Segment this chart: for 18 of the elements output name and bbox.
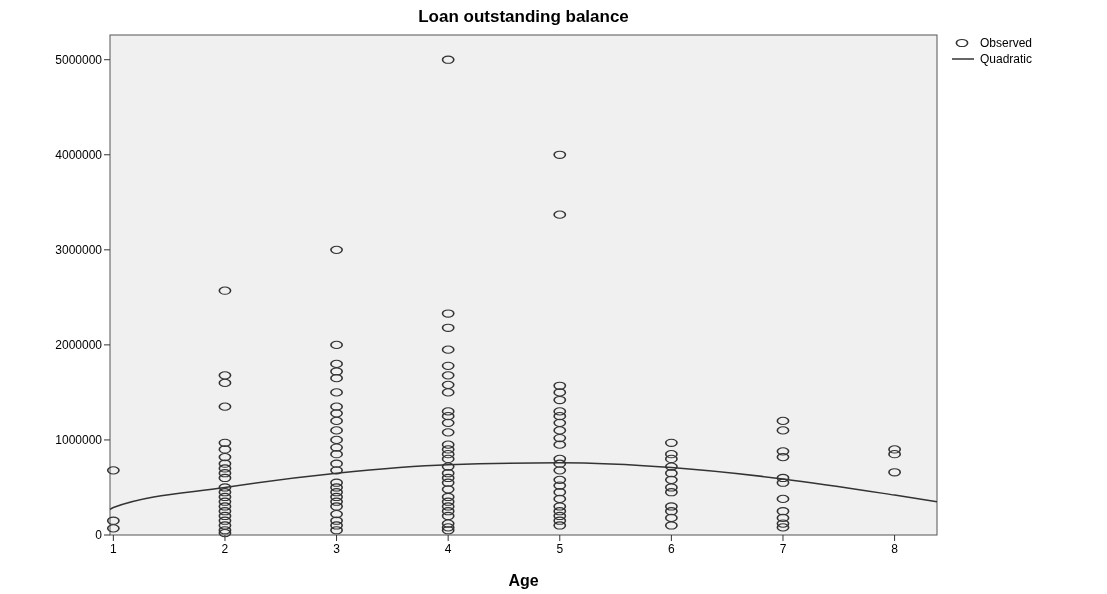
- y-tick-label: 3000000: [55, 243, 103, 258]
- x-tick-label: 6: [668, 542, 676, 556]
- x-axis-title: Age: [508, 572, 539, 589]
- y-tick-label: 2000000: [55, 338, 103, 353]
- x-tick-label: 4: [444, 542, 452, 556]
- legend-label: Observed: [980, 36, 1033, 51]
- x-tick-label: 2: [221, 542, 229, 556]
- chart-title: Loan outstanding balance: [418, 7, 629, 26]
- y-tick-label: 1000000: [55, 433, 103, 448]
- x-tick-label: 8: [891, 542, 899, 556]
- x-tick-label: 1: [110, 542, 117, 556]
- x-tick-label: 5: [556, 542, 564, 556]
- y-tick-label: 4000000: [55, 147, 103, 162]
- legend-label: Quadratic: [980, 52, 1033, 67]
- x-tick-label: 7: [779, 542, 787, 556]
- y-tick-label: 0: [95, 528, 103, 543]
- x-tick-label: 3: [333, 542, 341, 556]
- y-tick-label: 5000000: [55, 52, 103, 67]
